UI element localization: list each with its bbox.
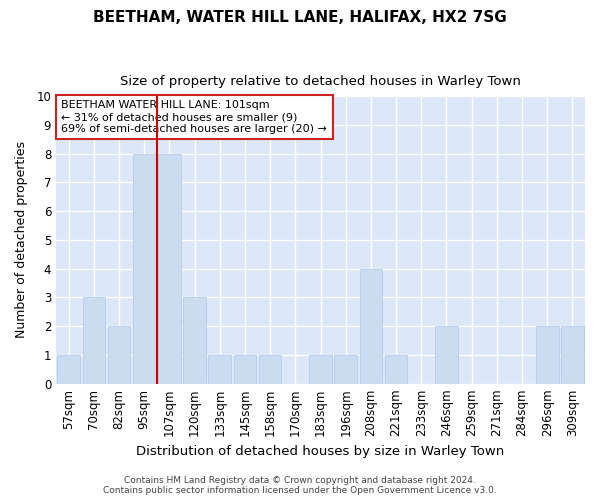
Y-axis label: Number of detached properties: Number of detached properties: [15, 142, 28, 338]
Bar: [359, 268, 382, 384]
Bar: [183, 298, 206, 384]
Title: Size of property relative to detached houses in Warley Town: Size of property relative to detached ho…: [120, 75, 521, 88]
Bar: [233, 355, 256, 384]
Bar: [108, 326, 130, 384]
Text: Contains HM Land Registry data © Crown copyright and database right 2024.
Contai: Contains HM Land Registry data © Crown c…: [103, 476, 497, 495]
Bar: [435, 326, 458, 384]
Bar: [158, 154, 181, 384]
Bar: [133, 154, 155, 384]
Text: BEETHAM, WATER HILL LANE, HALIFAX, HX2 7SG: BEETHAM, WATER HILL LANE, HALIFAX, HX2 7…: [93, 10, 507, 25]
Bar: [561, 326, 584, 384]
Bar: [208, 355, 231, 384]
Bar: [536, 326, 559, 384]
Bar: [309, 355, 332, 384]
X-axis label: Distribution of detached houses by size in Warley Town: Distribution of detached houses by size …: [136, 444, 505, 458]
Bar: [58, 355, 80, 384]
Text: BEETHAM WATER HILL LANE: 101sqm
← 31% of detached houses are smaller (9)
69% of : BEETHAM WATER HILL LANE: 101sqm ← 31% of…: [61, 100, 327, 134]
Bar: [259, 355, 281, 384]
Bar: [334, 355, 357, 384]
Bar: [83, 298, 105, 384]
Bar: [385, 355, 407, 384]
